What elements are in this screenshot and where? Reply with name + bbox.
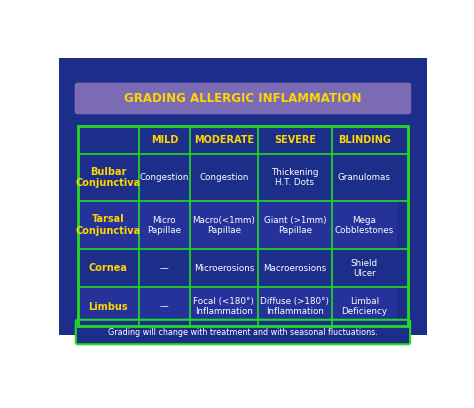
Text: Mega
Cobblestones: Mega Cobblestones	[335, 215, 394, 235]
FancyBboxPatch shape	[75, 82, 411, 114]
Text: Granulomas: Granulomas	[338, 173, 391, 182]
Bar	[59, 58, 427, 335]
Text: Cornea: Cornea	[89, 263, 128, 273]
Text: Grading will change with treatment and with seasonal fluctuations.: Grading will change with treatment and w…	[108, 328, 378, 337]
Text: Congestion: Congestion	[199, 173, 248, 182]
Text: —: —	[160, 264, 169, 273]
Bar	[332, 287, 397, 326]
Bar	[78, 126, 139, 153]
Bar	[190, 153, 258, 201]
Bar	[190, 126, 258, 153]
Bar	[258, 287, 332, 326]
Text: Limbal
Deficiency: Limbal Deficiency	[341, 297, 387, 316]
Text: SEVERE: SEVERE	[274, 135, 316, 145]
Bar	[332, 249, 397, 287]
Bar	[139, 249, 190, 287]
Bar	[190, 201, 258, 249]
Bar	[139, 287, 190, 326]
Text: BLINDING: BLINDING	[338, 135, 391, 145]
Bar	[258, 249, 332, 287]
Bar	[258, 201, 332, 249]
Bar	[258, 126, 332, 153]
Bar	[332, 153, 397, 201]
Bar	[139, 201, 190, 249]
Bar	[78, 287, 139, 326]
Bar	[78, 153, 139, 201]
Text: GRADING ALLERGIC INFLAMMATION: GRADING ALLERGIC INFLAMMATION	[124, 92, 362, 105]
Text: Microerosions: Microerosions	[194, 264, 254, 273]
FancyBboxPatch shape	[76, 320, 410, 344]
Bar	[78, 201, 139, 249]
Bar	[139, 153, 190, 201]
Bar	[78, 249, 139, 287]
Bar	[190, 249, 258, 287]
Bar	[332, 126, 397, 153]
Text: Bulbar
Conjunctiva: Bulbar Conjunctiva	[76, 166, 141, 188]
Text: Tarsal
Conjunctiva: Tarsal Conjunctiva	[76, 214, 141, 236]
Text: Focal (<180°)
Inflammation: Focal (<180°) Inflammation	[193, 297, 255, 316]
Bar	[332, 201, 397, 249]
Bar	[190, 287, 258, 326]
Text: Thickening
H.T. Dots: Thickening H.T. Dots	[271, 168, 319, 187]
Text: Congestion: Congestion	[140, 173, 189, 182]
Bar	[258, 153, 332, 201]
Text: Macroerosions: Macroerosions	[264, 264, 327, 273]
Text: Diffuse (>180°)
Inflammation: Diffuse (>180°) Inflammation	[261, 297, 329, 316]
Bar	[139, 126, 190, 153]
Text: Giant (>1mm)
Papillae: Giant (>1mm) Papillae	[264, 215, 326, 235]
Text: Micro
Papillae: Micro Papillae	[147, 215, 182, 235]
Text: Shield
Ulcer: Shield Ulcer	[351, 259, 378, 278]
Text: Macro(<1mm)
Papillae: Macro(<1mm) Papillae	[192, 215, 255, 235]
Text: MILD: MILD	[151, 135, 178, 145]
Text: —: —	[160, 302, 169, 311]
Bar	[78, 126, 408, 326]
Text: Limbus: Limbus	[88, 302, 128, 312]
Text: MODERATE: MODERATE	[194, 135, 254, 145]
